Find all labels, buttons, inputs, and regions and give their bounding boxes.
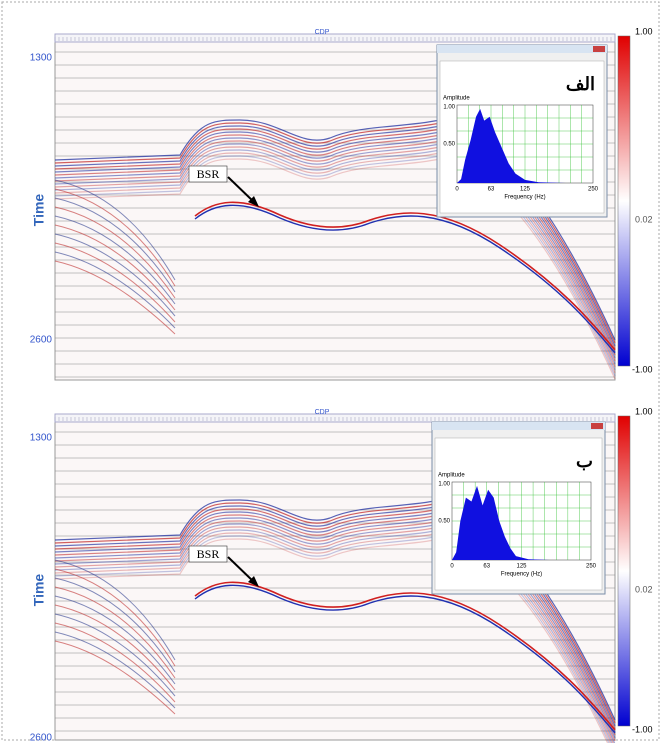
annotation-arrow [227,556,256,584]
spectrum-x-tick: 0 [450,564,454,570]
spectrum-window: الف Amplitude 1.00 0.50 0 63 125 250 Frequency (… [436,44,608,218]
spectrum-x-tick: 250 [588,187,599,193]
time-tick: 1300 [30,53,53,64]
time-tick: 2600 [30,733,53,743]
flank-reflector [54,206,176,299]
panel-label: ب [576,451,593,471]
flank-reflector [54,613,176,697]
spectrum-x-tick: 125 [520,187,531,193]
colorbar-tick: 1.00 [635,406,653,416]
flank-reflector [54,559,176,661]
title-bar [432,422,605,430]
flank-reflector [54,260,176,335]
seismic-panel: CDP BSR 1300 2600 Time 1.00 0.02 -1.00 الف Amplit… [30,26,653,381]
annotation-box [188,165,228,183]
spectrum-x-tick: 0 [455,187,459,193]
flank-reflector [54,215,176,305]
spectrum-y-tick: 1.00 [438,482,450,488]
reflector [54,535,610,743]
flank-reflector [54,197,176,293]
spectrum-y-tick: 1.00 [443,105,455,111]
seismic-panel: CDP BSR 1300 2600 Time 1.00 0.02 -1.00 ب Amplitud… [30,406,653,743]
flank-reflector [54,604,176,691]
reflector [54,526,614,743]
reflector [54,155,616,377]
spectrum-window: ب Amplitude 1.00 0.50 0 63 125 250 Frequency (Hz… [431,421,606,595]
flank-reflector [54,622,176,703]
annotation-box [188,545,228,563]
panel-label: الف [566,74,595,94]
bsr-reflector [194,584,616,734]
time-label: Time [31,574,47,607]
flank-reflector [54,188,176,287]
close-button [591,423,603,429]
time-tick: 2600 [30,335,53,346]
spectrum-area [452,485,591,560]
colorbar-tick: -1.00 [632,364,653,374]
bsr-reflector [194,204,616,354]
colorbar-tick: -1.00 [632,724,653,734]
reflector [54,532,611,743]
colorbar [617,415,631,727]
flank-reflector [54,577,176,673]
annotation: BSR [197,547,220,561]
colorbar-tick: 1.00 [635,26,653,36]
spectrum-y-title: Amplitude [438,473,465,479]
flank-reflector [54,586,176,679]
spectrum-x-tick: 63 [483,564,490,570]
spectrum-x-tick: 250 [586,564,597,570]
annotation: BSR [197,167,220,181]
colorbar [617,35,631,367]
reflector [54,529,613,743]
spectrum-y-tick: 0.50 [438,519,450,525]
spectrum-x-label: Frequency (Hz) [501,572,542,578]
cdp-label: CDP [315,29,330,36]
spectrum-x-tick: 63 [488,187,495,193]
reflector [54,158,616,380]
annotation-arrow [227,176,256,204]
reflector [54,523,616,743]
flank-reflector [54,179,176,281]
colorbar-tick: 0.02 [635,584,653,594]
cdp-label: CDP [315,409,330,416]
arrow-head [248,196,259,207]
spectrum-area [457,108,593,183]
spectrum-x-label: Frequency (Hz) [504,195,545,201]
flank-reflector [54,233,176,317]
spectrum-y-tick: 0.50 [443,142,455,148]
colorbar-tick: 0.02 [635,214,653,224]
reflector [54,149,616,371]
flank-reflector [54,242,176,323]
reflector [54,152,616,374]
close-button [593,46,605,52]
time-tick: 1300 [30,433,53,444]
title-bar [437,45,607,53]
flank-reflector [54,224,176,311]
flank-reflector [54,631,176,709]
flank-reflector [54,640,176,715]
flank-reflector [54,595,176,685]
reflector [54,538,609,743]
flank-reflector [54,568,176,667]
reflector [54,146,616,368]
arrow-head [248,576,259,587]
flank-reflector [54,251,176,329]
time-label: Time [31,194,47,227]
spectrum-y-title: Amplitude [443,96,470,102]
spectrum-x-tick: 125 [516,564,527,570]
